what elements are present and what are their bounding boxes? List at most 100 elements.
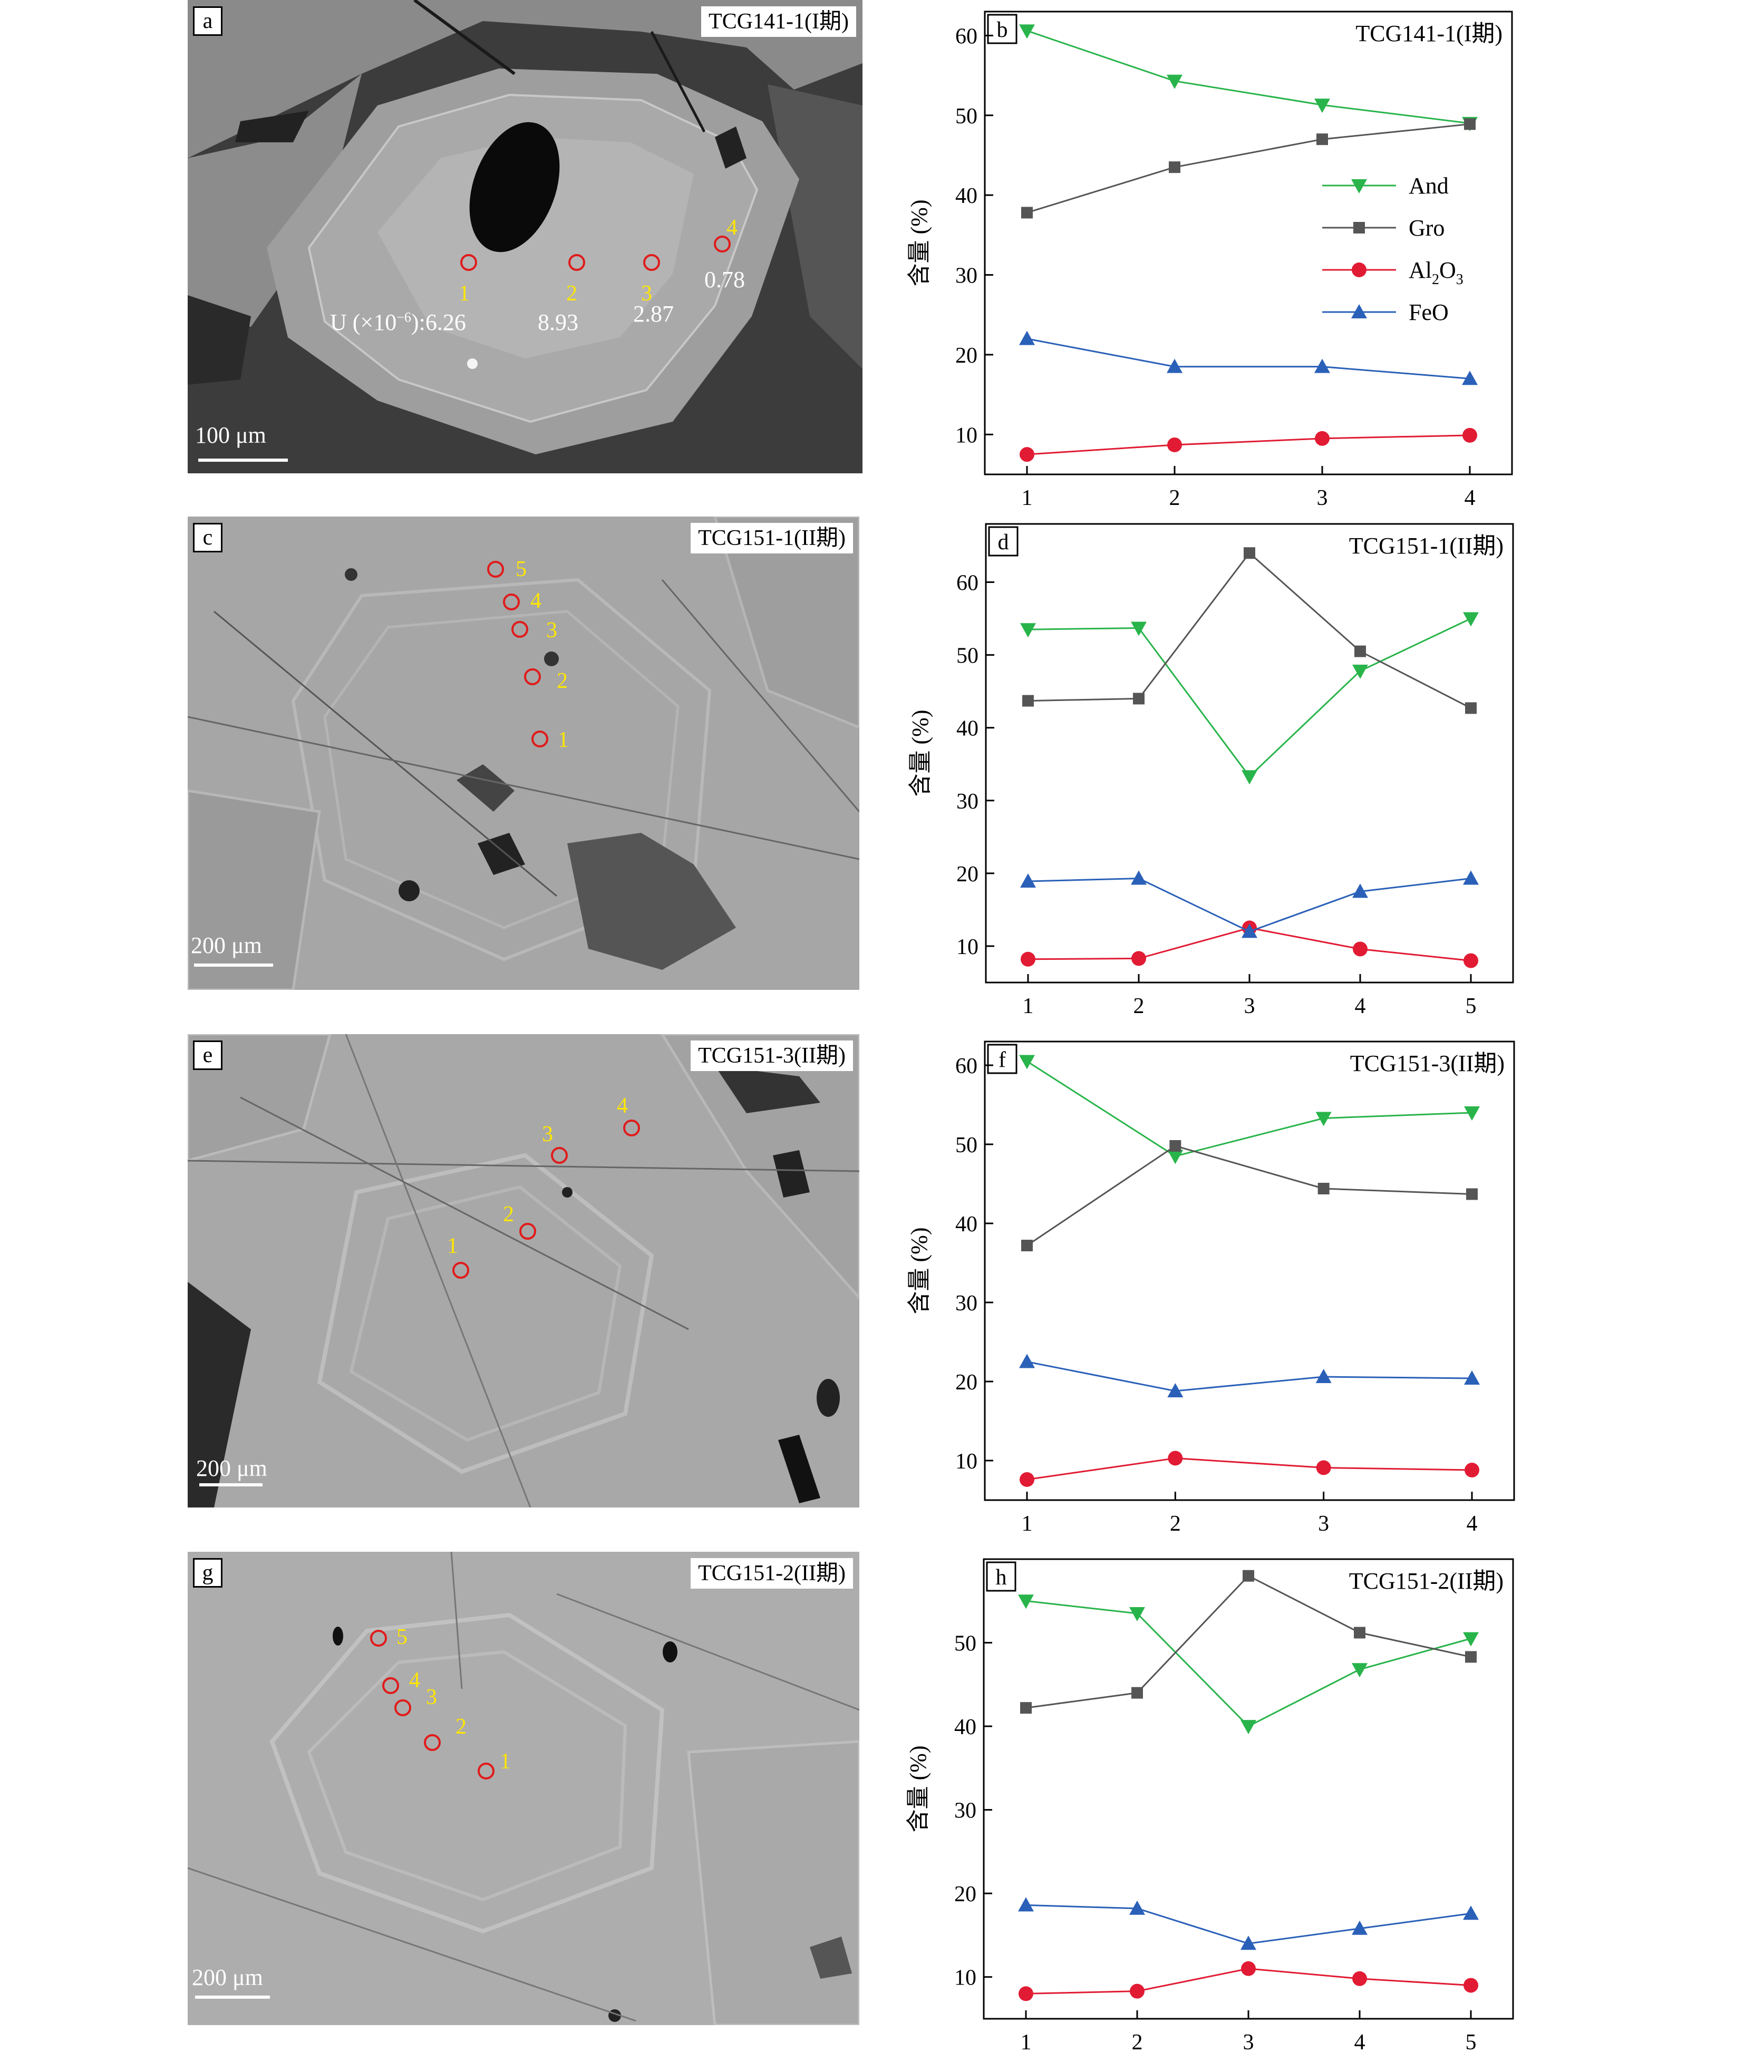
analysis-spot: [551, 1147, 568, 1164]
data-point-al2o3: [1021, 951, 1035, 967]
u-value: 8.93: [538, 309, 578, 335]
spot-number: 5: [516, 557, 527, 581]
spot-number: 1: [500, 1749, 511, 1774]
y-tick-label: 20: [956, 862, 978, 887]
sample-title: TCG141-1(I期): [701, 6, 856, 37]
y-tick-label: 40: [955, 184, 977, 208]
data-point-feo: [1315, 1369, 1332, 1383]
scale-bar: 200 μm: [196, 1455, 267, 1486]
spot-number: 3: [426, 1685, 437, 1709]
chart-d: d TCG151-1(II期) 10 20 30 40 50 60 1 2 3 4 5 含量 (%): [896, 517, 1582, 1034]
bse-image-e: e TCG151-3(II期) 1 2 3 4 200 μm: [188, 1034, 859, 1507]
y-axis-label: 含量 (%): [906, 200, 932, 287]
data-point-feo: [1167, 358, 1183, 373]
y-tick-label: 30: [956, 790, 978, 814]
data-point-gro: [1021, 1240, 1033, 1251]
plot-frame: [984, 1040, 1515, 1501]
data-point-feo: [1020, 873, 1036, 888]
data-point-al2o3: [1241, 1961, 1256, 1976]
series-line-gro: [1028, 552, 1471, 709]
data-point-al2o3: [1020, 1472, 1034, 1487]
data-point-feo: [1314, 358, 1330, 373]
data-point-feo: [1463, 1905, 1479, 1920]
data-point-feo: [1463, 870, 1479, 885]
y-axis-label: 含量 (%): [905, 1746, 931, 1833]
data-point-and: [1463, 612, 1479, 627]
data-point-gro: [1020, 1702, 1032, 1714]
data-point-feo: [1464, 1370, 1480, 1385]
data-point-and: [1020, 623, 1036, 638]
data-point-gro: [1316, 133, 1328, 145]
scale-bar: 200 μm: [191, 932, 273, 967]
analysis-spot: [370, 1630, 387, 1647]
spot-number: 1: [447, 1234, 458, 1258]
y-tick-label: 30: [955, 1291, 977, 1316]
x-tick-label: 3: [1317, 486, 1328, 510]
series-line-gro: [1026, 1145, 1472, 1247]
data-point-and: [1242, 770, 1257, 785]
data-point-feo: [1462, 371, 1478, 385]
data-point-and: [1129, 1607, 1145, 1622]
plot-frame: [985, 523, 1514, 984]
data-point-and: [1167, 74, 1183, 89]
data-point-and: [1352, 664, 1368, 679]
analysis-spot: [568, 254, 585, 271]
garnet-texture-g: [188, 1552, 859, 2025]
analysis-spot: [643, 254, 660, 271]
chart-svg: b TCG141-1(I期) 10 20 30 40 50 60 1 2 3 4 含量 (%) And Gr…: [906, 11, 1513, 510]
legend-marker: [1351, 179, 1367, 193]
scale-label: 200 μm: [192, 1964, 263, 1990]
data-point-al2o3: [1168, 1451, 1183, 1466]
scale-bar: 200 μm: [192, 1964, 270, 1999]
bse-image-a: a TCG141-1(I期) 1 2 3 4 U (×10−6):6.26 8.…: [188, 0, 862, 473]
analysis-spot: [487, 561, 504, 578]
chart-title: TCG151-3(II期): [1350, 1050, 1505, 1076]
data-point-al2o3: [1463, 1978, 1478, 1993]
garnet-texture-e: [188, 1034, 859, 1507]
spot-number: 4: [409, 1668, 420, 1692]
legend-label: FeO: [1409, 299, 1449, 325]
series-line-gro: [1026, 123, 1470, 213]
data-point-al2o3: [1020, 447, 1034, 462]
spot-number: 2: [503, 1202, 514, 1227]
data-point-feo: [1352, 883, 1368, 898]
data-point-feo: [1019, 1354, 1035, 1368]
spot-number: 1: [558, 728, 569, 752]
panel-label-box: [987, 1044, 1017, 1074]
data-point-al2o3: [1130, 1983, 1145, 1999]
panel-label: b: [997, 18, 1008, 42]
data-point-al2o3: [1316, 1460, 1331, 1475]
data-point-al2o3: [1462, 427, 1477, 443]
x-tick-label: 3: [1243, 2030, 1254, 2055]
y-tick-label: 50: [955, 104, 977, 129]
legend-label: And: [1409, 173, 1449, 199]
data-point-gro: [1131, 1687, 1143, 1699]
analysis-spot: [524, 668, 541, 685]
y-tick-label: 50: [956, 644, 978, 668]
spot-number: 4: [617, 1094, 628, 1118]
series-line-feo: [1026, 338, 1470, 380]
x-tick-label: 2: [1170, 1512, 1181, 1536]
series-line-al2o3: [1026, 1457, 1472, 1481]
data-point-gro: [1464, 118, 1476, 130]
scale-label: 100 μm: [195, 422, 266, 448]
data-point-feo: [1131, 870, 1147, 885]
y-tick-label: 10: [954, 1966, 976, 1990]
chart-title: TCG151-2(II期): [1349, 1568, 1504, 1594]
bse-image-g: g TCG151-2(II期) 1 2 3 4 5 200 μm: [188, 1552, 859, 2025]
scale-bar: 100 μm: [195, 422, 288, 462]
spot-number: 2: [455, 1715, 467, 1739]
x-tick-label: 5: [1466, 994, 1477, 1018]
y-tick-label: 10: [956, 935, 978, 959]
x-tick-label: 4: [1467, 1512, 1478, 1536]
data-point-gro: [1169, 1140, 1181, 1152]
sample-title: TCG151-1(II期): [691, 523, 853, 553]
data-point-gro: [1466, 1188, 1478, 1200]
u-value: 2.87: [633, 301, 674, 327]
y-tick-label: 30: [955, 264, 977, 288]
series-line-and: [1026, 1061, 1472, 1157]
analysis-spot: [394, 1699, 411, 1716]
y-tick-label: 20: [954, 1882, 976, 1906]
analysis-spot: [452, 1262, 469, 1279]
garnet-texture-a: [188, 0, 862, 473]
